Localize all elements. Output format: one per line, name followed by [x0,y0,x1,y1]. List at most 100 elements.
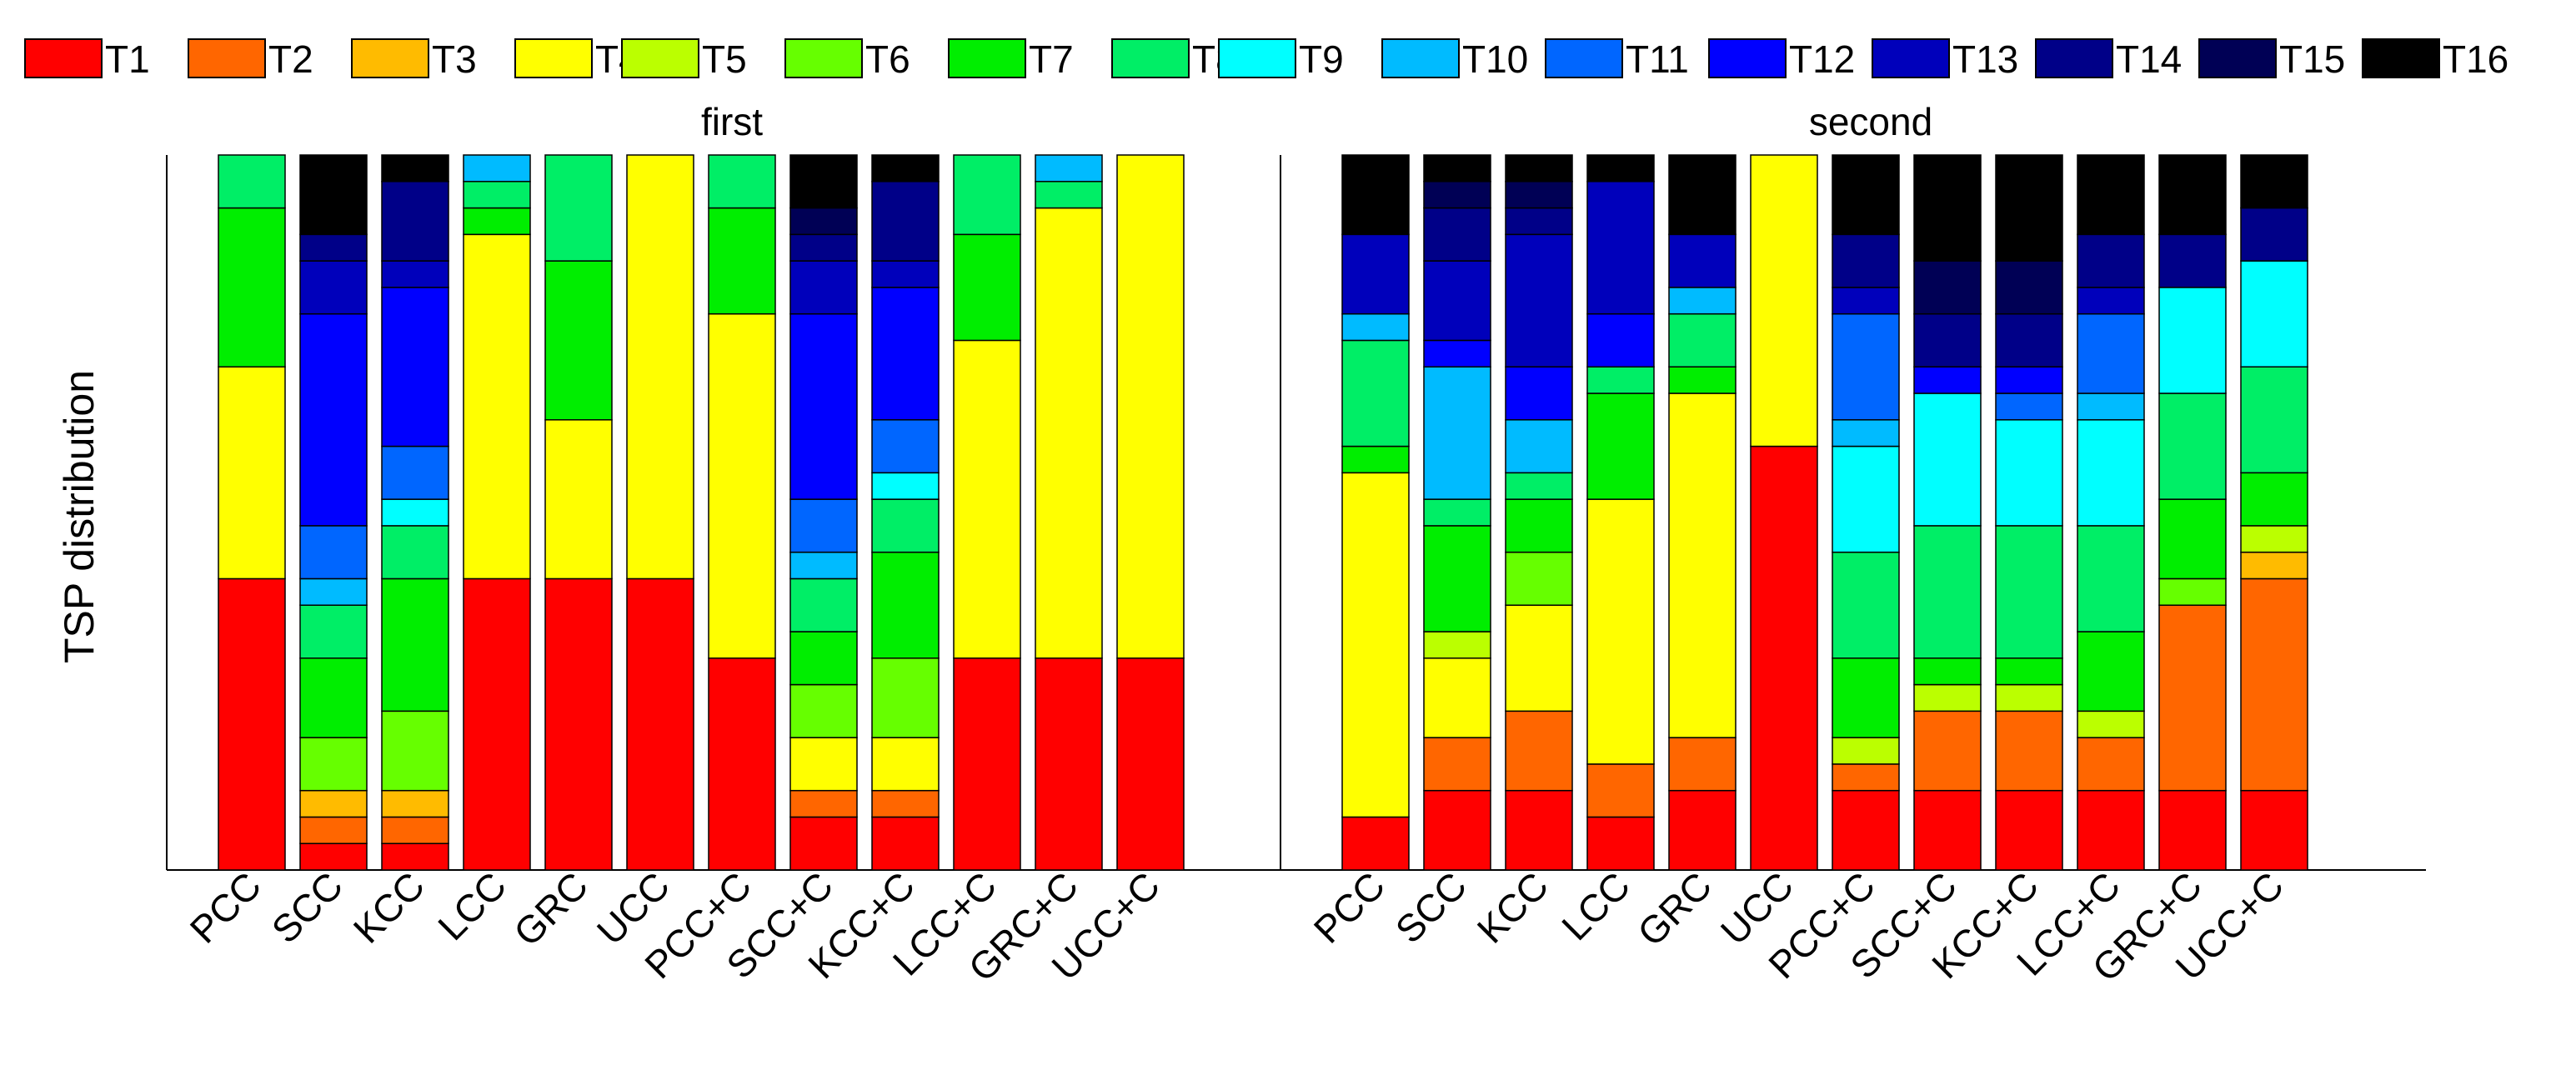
bar-segment-t12 [1586,312,1655,368]
bar-segment-t5 [1423,631,1491,659]
bar-segment-t13 [299,260,368,315]
x-tick-label: GRC [505,863,596,954]
bar-segment-t1 [871,816,940,871]
bar-segment-t6 [381,710,449,792]
bar-segment-t5 [1995,683,2063,712]
legend-swatch-t9 [1218,38,1296,78]
bar-segment-t14 [789,233,858,262]
bar-kcc [381,154,449,871]
bar-kcc-plus-c [871,154,940,871]
bar-segment-t16 [2240,154,2308,209]
bar-segment-t16 [1423,154,1491,182]
bar-segment-t7 [789,631,858,686]
bar-segment-t12 [381,287,449,448]
bar-segment-t6 [1505,551,1573,606]
bar-segment-t7 [2240,472,2308,527]
bar-segment-t14 [1832,233,1900,288]
bar-pcc [1341,154,1410,871]
bar-segment-t7 [218,207,286,368]
bar-segment-t7 [381,578,449,712]
x-tick-label: PCC [182,863,269,951]
legend-swatch-t5 [621,38,699,78]
bar-segment-t4 [626,154,694,580]
bar-segment-t11 [299,525,368,580]
legend-swatch-t7 [948,38,1026,78]
bar-segment-t10 [1035,154,1103,182]
bar-segment-t10 [1505,419,1573,474]
bar-segment-t7 [463,207,531,236]
bar-segment-t1 [2077,789,2145,871]
bar-segment-t1 [953,658,1021,871]
bar-segment-t4 [708,312,776,659]
bar-pcc-plus-c [708,154,776,871]
bar-segment-t1 [1035,658,1103,871]
legend-label-t10: T10 [1462,38,1528,81]
bar-ucc [626,154,694,871]
legend-swatch-t3 [351,38,429,78]
bar-grc-plus-c [2158,154,2227,871]
bar-segment-t8 [1341,339,1410,448]
bar-lcc [1586,154,1655,871]
bar-grc [544,154,613,871]
bar-segment-t10 [1341,312,1410,342]
bar-kcc-plus-c [1995,154,2063,871]
bar-segment-t11 [2077,312,2145,394]
bar-segment-t4 [1116,154,1185,659]
bar-segment-t11 [1832,312,1900,421]
bar-segment-t13 [1586,181,1655,315]
bar-segment-t9 [2240,260,2308,368]
bar-segment-t16 [789,154,858,209]
bar-segment-t1 [1505,789,1573,871]
chart-panels: firstPCCSCCKCCLCCGRCUCCPCC+CSCC+CKCC+CLC… [166,100,2426,990]
bar-segment-t2 [381,816,449,844]
bar-segment-t7 [2077,631,2145,712]
bar-scc-plus-c [789,154,858,871]
bar-segment-t5 [1832,737,1900,765]
x-tick-label: SCC [263,863,351,951]
bar-segment-t14 [1995,312,2063,368]
bar-segment-t9 [381,498,449,527]
bar-segment-t12 [789,312,858,500]
bar-segment-t14 [1423,207,1491,262]
bar-segment-t2 [1913,710,1982,792]
legend-swatch-t2 [188,38,266,78]
bar-segment-t5 [1913,683,1982,712]
bar-scc-plus-c [1913,154,1982,871]
bar-segment-t2 [2077,737,2145,792]
bar-segment-t9 [1913,392,1982,527]
bar-segment-t1 [789,816,858,871]
bar-segment-t1 [1668,789,1737,871]
bar-segment-t16 [1832,154,1900,236]
bar-segment-t5 [2240,525,2308,553]
bar-segment-t2 [1995,710,2063,792]
panel-title: second [1809,100,1932,143]
bar-segment-t16 [299,154,368,236]
legend-label-t11: T11 [1626,38,1689,81]
bar-segment-t2 [1586,763,1655,818]
bar-segment-t8 [1668,312,1737,368]
bar-kcc [1505,154,1573,871]
legend-swatch-t6 [784,38,863,78]
bar-ucc-plus-c [2240,154,2308,871]
bar-segment-t11 [789,498,858,553]
legend-swatch-t1 [24,38,103,78]
bar-segment-t1 [626,578,694,871]
bar-segment-t10 [1668,287,1737,315]
bar-segment-t3 [381,789,449,818]
bar-segment-t13 [1668,233,1737,288]
bar-segment-t7 [1505,498,1573,553]
bar-lcc-plus-c [2077,154,2145,871]
bar-grc [1668,154,1737,871]
bar-segment-t14 [1913,312,1982,368]
bar-segment-t9 [871,472,940,500]
bar-segment-t6 [871,658,940,738]
bar-segment-t1 [299,842,368,871]
bar-segment-t7 [953,233,1021,342]
bar-segment-t2 [1832,763,1900,792]
bar-segment-t15 [1995,260,2063,315]
bar-segment-t10 [2077,392,2145,421]
bar-segment-t10 [1832,419,1900,448]
bar-segment-t1 [381,842,449,871]
bar-segment-t13 [1423,260,1491,342]
bar-segment-t14 [299,233,368,262]
